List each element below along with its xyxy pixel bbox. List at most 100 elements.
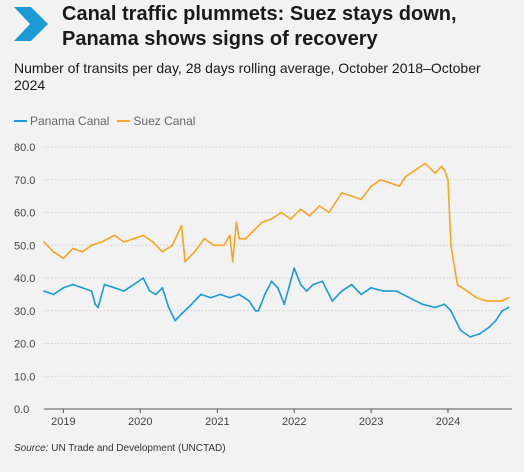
data-point-panama: [228, 296, 231, 299]
data-point-suez: [251, 231, 253, 234]
data-point-panama: [167, 306, 170, 309]
y-tick-label: 50.0: [14, 240, 35, 252]
data-point-suez: [340, 191, 343, 194]
data-point-suez: [132, 237, 135, 240]
y-tick-label: 20.0: [14, 339, 35, 351]
y-tick-label: 40.0: [14, 273, 35, 285]
data-point-panama: [81, 286, 84, 289]
data-point-suez: [450, 244, 452, 247]
chart-title: Canal traffic plummets: Suez stays down,…: [62, 3, 457, 50]
legend-item-panama: Panama Canal: [14, 114, 109, 128]
data-point-suez: [398, 185, 401, 188]
data-point-suez: [161, 250, 164, 253]
data-point-suez: [440, 165, 443, 168]
data-point-panama: [264, 293, 266, 296]
data-point-suez: [142, 234, 145, 237]
legend-swatch-suez: [117, 120, 131, 122]
data-point-panama: [52, 293, 55, 296]
data-point-panama: [370, 286, 372, 289]
data-point-suez: [151, 241, 154, 243]
data-point-panama: [90, 290, 93, 292]
data-point-suez: [228, 234, 231, 237]
data-point-suez: [203, 237, 206, 240]
data-point-panama: [132, 283, 135, 286]
y-tick-label: 80.0: [14, 142, 35, 154]
data-point-panama: [174, 319, 177, 322]
data-point-suez: [501, 300, 504, 302]
data-point-panama: [122, 290, 125, 292]
data-point-panama: [299, 283, 302, 286]
data-point-panama: [434, 306, 437, 309]
data-point-panama: [94, 303, 97, 306]
data-point-suez: [171, 244, 174, 247]
data-point-suez: [308, 214, 311, 217]
legend-label-panama: Panama Canal: [30, 114, 110, 128]
brand-chevron-shape: [14, 7, 48, 41]
data-point-suez: [212, 244, 215, 247]
x-tick-label: 2024: [436, 416, 460, 428]
data-point-panama: [43, 290, 45, 292]
data-point-panama: [97, 306, 100, 309]
data-point-suez: [443, 169, 446, 171]
series-line-suez: [43, 162, 509, 302]
legend-swatch-panama: [14, 120, 27, 122]
data-point-suez: [270, 218, 273, 220]
data-point-panama: [382, 290, 385, 292]
x-tick-label: 2021: [205, 416, 229, 428]
data-point-suez: [122, 241, 125, 243]
data-point-panama: [408, 296, 411, 299]
data-point-panama: [305, 290, 308, 292]
data-point-suez: [100, 241, 103, 243]
data-point-suez: [71, 247, 74, 250]
data-point-suez: [299, 208, 302, 211]
data-point-suez: [389, 182, 391, 184]
data-point-suez: [379, 178, 382, 181]
data-point-panama: [103, 283, 106, 286]
data-point-suez: [180, 224, 183, 227]
data-point-suez: [404, 175, 407, 178]
data-point-panama: [494, 319, 497, 322]
data-point-panama: [450, 309, 452, 312]
y-tick-label: 30.0: [14, 306, 35, 318]
y-tick-label: 70.0: [14, 175, 35, 187]
data-point-panama: [501, 309, 504, 312]
data-point-panama: [62, 286, 65, 289]
x-tick-label: 2019: [51, 416, 75, 428]
data-point-suez: [235, 221, 238, 224]
data-point-panama: [340, 290, 343, 292]
data-point-suez: [289, 218, 292, 220]
data-point-panama: [459, 329, 462, 332]
legend-item-suez: Suez Canal: [117, 114, 195, 128]
x-tick-label: 2023: [359, 416, 383, 428]
data-point-panama: [71, 283, 74, 286]
data-point-panama: [113, 286, 116, 289]
data-point-suez: [238, 237, 241, 240]
data-point-panama: [312, 283, 315, 286]
data-point-suez: [370, 185, 372, 188]
data-point-panama: [469, 336, 471, 338]
data-point-panama: [488, 326, 491, 329]
source-label: Source:: [14, 443, 49, 454]
data-point-panama: [321, 280, 324, 283]
data-point-suez: [414, 169, 417, 171]
line-chart: 0.0 10.0 20.0 30.0 40.0 50.0 60.0 70.0 80.0 2019 2…: [14, 142, 512, 428]
data-point-suez: [466, 290, 469, 292]
data-point-panama: [479, 332, 481, 335]
data-point-panama: [219, 293, 222, 296]
data-point-suez: [360, 198, 363, 201]
chart-legend: Panama Canal Suez Canal: [14, 114, 195, 128]
data-point-suez: [494, 300, 497, 302]
data-point-panama: [209, 296, 212, 299]
data-point-suez: [43, 241, 45, 243]
data-point-suez: [62, 257, 65, 260]
data-point-suez: [328, 211, 330, 214]
data-point-suez: [52, 250, 55, 253]
chart-subtitle: Number of transits per day, 28 days roll…: [14, 60, 481, 93]
data-point-suez: [184, 260, 187, 263]
x-tick-label: 2022: [282, 416, 306, 428]
data-point-panama: [276, 286, 279, 289]
brand-chevron-icon: [14, 7, 48, 41]
data-point-panama: [254, 309, 257, 312]
data-point-suez: [434, 172, 437, 175]
y-tick-label: 60.0: [14, 208, 35, 220]
